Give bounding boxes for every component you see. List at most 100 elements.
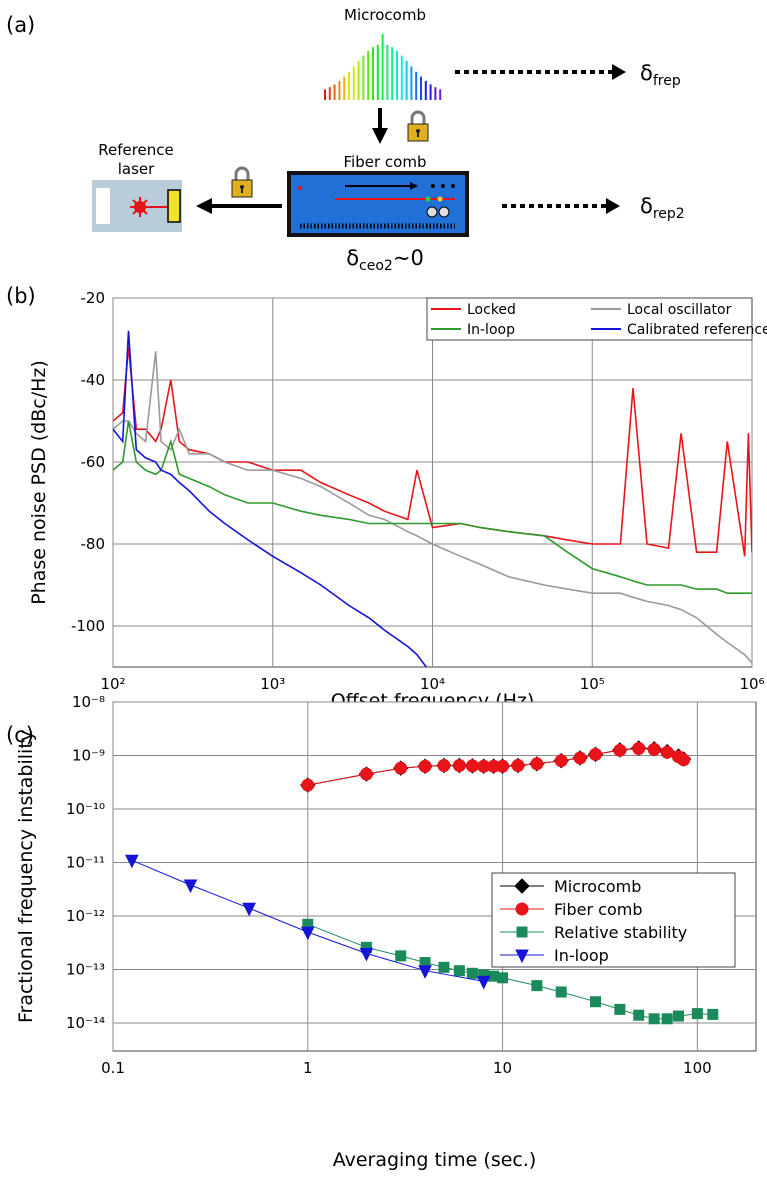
marker	[418, 965, 432, 979]
panel-label: (b)	[6, 284, 36, 308]
marker	[647, 742, 661, 756]
series-line	[113, 420, 752, 594]
marker	[648, 1013, 660, 1025]
legend-label: Calibrated reference	[627, 322, 767, 338]
legend-box	[491, 872, 736, 968]
marker	[672, 1010, 684, 1022]
y-tick-label: 10⁻¹⁰	[66, 800, 105, 818]
series-line	[113, 351, 752, 664]
y-axis-label: Phase noise PSD (dBc/Hz)	[28, 360, 50, 605]
marker	[515, 949, 529, 964]
legend-label: In-loop	[554, 946, 609, 965]
marker	[466, 967, 478, 979]
reference-laser-label: Reference	[98, 141, 174, 159]
symbol: δ	[640, 194, 653, 218]
marker	[394, 761, 408, 775]
x-tick-label: 10	[493, 1059, 512, 1077]
y-tick-label: 10⁻¹⁴	[66, 1014, 105, 1032]
marker	[633, 1009, 645, 1021]
y-tick-label: -20	[81, 289, 106, 307]
marker	[555, 986, 567, 998]
marker	[395, 950, 407, 962]
marker	[452, 759, 466, 773]
marker	[589, 747, 603, 761]
marker	[437, 759, 451, 773]
reference-laser-box	[92, 180, 182, 232]
comb-spectrum	[324, 34, 442, 100]
marker	[359, 767, 373, 781]
legend-label: Locked	[467, 302, 516, 318]
legend-label: Microcomb	[554, 877, 641, 896]
marker	[300, 926, 315, 941]
y-tick-label: 10⁻¹²	[66, 907, 105, 925]
dotted-arrow	[502, 198, 620, 214]
series-line	[113, 330, 428, 667]
diagram: Microcomb δfrep Fiber comb δceo	[92, 6, 685, 274]
marker	[660, 745, 674, 759]
marker	[359, 947, 374, 962]
x-tick-label: 10⁵	[580, 675, 605, 693]
panel-label: (a)	[6, 13, 35, 37]
marker	[476, 975, 491, 990]
series-line	[113, 347, 752, 557]
legend-label: In-loop	[467, 322, 515, 338]
frep-label: δfrep	[640, 61, 681, 89]
plot-lines	[125, 740, 719, 1025]
y-tick-label: -80	[81, 535, 106, 553]
panel-label: (c)	[6, 723, 34, 747]
microcomb-label: Microcomb	[344, 6, 426, 24]
marker	[661, 1013, 673, 1025]
marker	[590, 996, 602, 1008]
x-tick-label: 10³	[260, 675, 285, 693]
y-tick-label: -100	[71, 617, 105, 635]
suffix: ~0	[393, 246, 424, 270]
marker	[125, 854, 139, 869]
down-arrow	[372, 108, 388, 144]
y-tick-label: 10⁻⁹	[72, 747, 105, 765]
x-tick-label: 1	[303, 1059, 313, 1077]
marker	[530, 757, 544, 771]
lock-icon	[231, 166, 253, 198]
marker	[301, 778, 315, 792]
subscript: ceo2	[359, 258, 393, 274]
lock-icon	[407, 110, 429, 142]
plot-lines	[113, 330, 752, 667]
x-tick-label: 0.1	[101, 1059, 125, 1077]
marker	[554, 754, 568, 768]
marker	[183, 879, 198, 894]
marker	[438, 961, 450, 973]
y-tick-label: -60	[81, 453, 106, 471]
marker	[677, 753, 691, 767]
marker	[531, 980, 543, 992]
subscript: rep2	[653, 206, 685, 222]
y-axis-label: Fractional frequency instability	[15, 730, 37, 1023]
x-tick-label: 10⁴	[420, 675, 445, 693]
legend-label: Fiber comb	[554, 900, 642, 919]
y-tick-label: 10⁻¹³	[66, 961, 105, 979]
marker	[511, 759, 525, 773]
y-tick-label: -40	[81, 371, 106, 389]
marker	[514, 878, 530, 894]
legend-label: Local oscillator	[627, 302, 732, 318]
marker	[516, 926, 528, 938]
marker	[707, 1008, 719, 1020]
marker	[418, 759, 432, 773]
x-axis-label: Averaging time (sec.)	[333, 1149, 537, 1171]
marker	[465, 759, 479, 773]
x-tick-label: 100	[683, 1059, 712, 1077]
marker	[614, 1003, 626, 1015]
left-arrow	[196, 198, 282, 214]
marker	[496, 759, 510, 773]
y-tick-label: 10⁻¹¹	[66, 854, 105, 872]
marker	[691, 1008, 703, 1020]
ceo2-label: δceo2~0	[346, 246, 424, 274]
chart: 0.1 1 10 100 10⁻⁸ 10⁻⁹ 10⁻¹⁰ 10⁻¹¹ 10⁻¹² 10⁻¹³ 10⁻…	[15, 693, 757, 1171]
legend-label: Relative stability	[554, 923, 687, 942]
symbol: δ	[346, 246, 359, 270]
reference-laser-label: laser	[118, 160, 155, 178]
dotted-arrow	[455, 64, 626, 80]
subscript: frep	[653, 73, 681, 89]
fiber-comb-box	[287, 171, 469, 237]
